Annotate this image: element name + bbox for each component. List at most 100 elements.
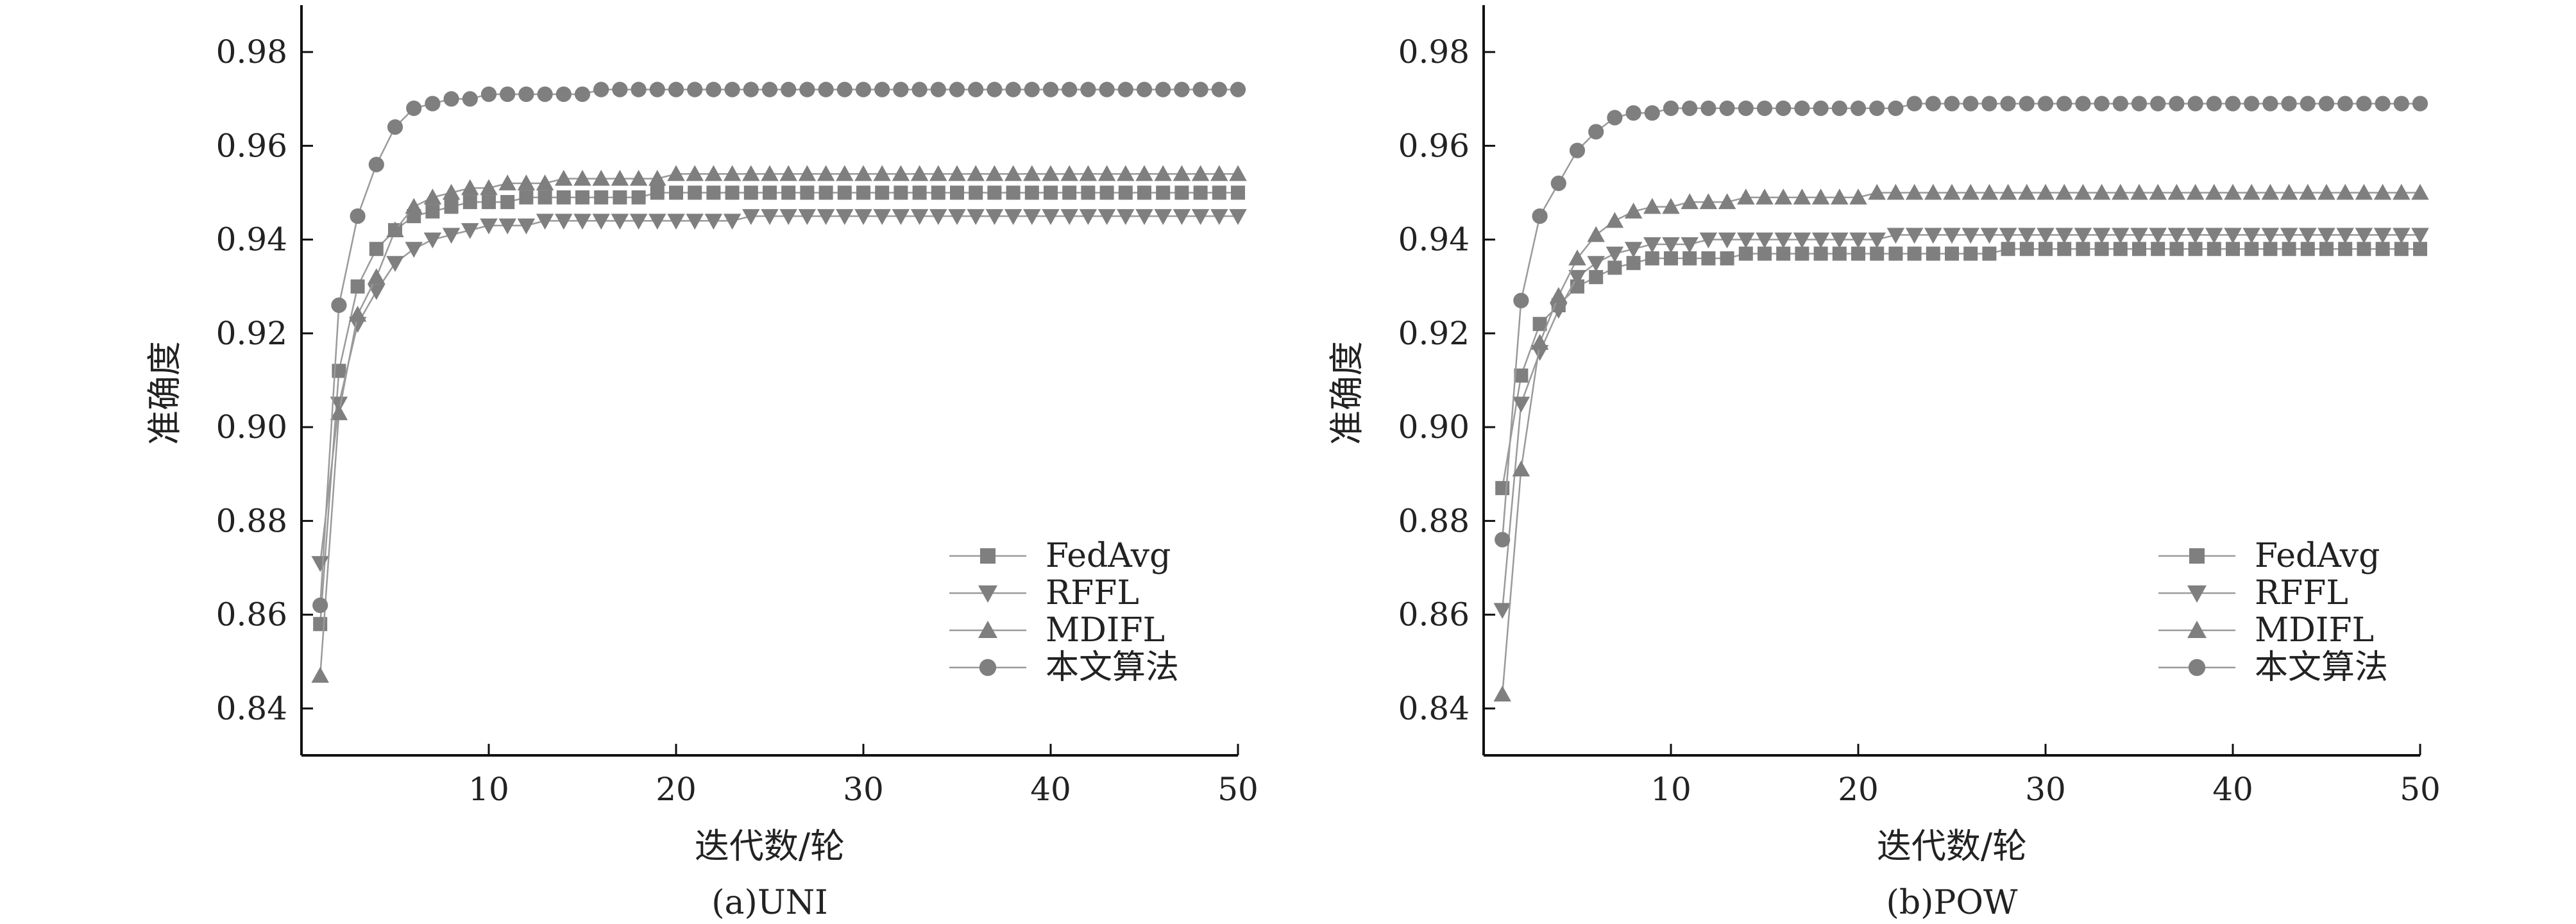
- data-point: [1907, 246, 1922, 261]
- data-point: [818, 185, 833, 200]
- data-point: [1945, 246, 1959, 261]
- data-point: [1851, 246, 1865, 261]
- data-point: [1664, 251, 1678, 265]
- x-tick-label: 20: [1838, 771, 1879, 808]
- data-point: [444, 199, 459, 214]
- data-point: [1099, 185, 1114, 200]
- data-point: [498, 218, 516, 235]
- data-point: [593, 81, 609, 97]
- data-point: [1737, 189, 1755, 205]
- data-point: [2151, 242, 2165, 256]
- data-point: [969, 185, 983, 200]
- data-point: [893, 81, 909, 97]
- legend-marker: [2187, 585, 2207, 603]
- data-point: [2261, 228, 2280, 244]
- data-point: [592, 169, 610, 186]
- data-point: [2336, 228, 2354, 244]
- legend-label: FedAvg: [1046, 537, 1171, 575]
- data-point: [873, 165, 891, 181]
- data-point: [2092, 228, 2111, 244]
- x-tick-label: 40: [2212, 771, 2253, 808]
- data-point: [313, 617, 328, 632]
- data-point: [1813, 100, 1829, 116]
- legend-label: RFFL: [1046, 574, 1139, 612]
- data-point: [949, 81, 965, 97]
- data-point: [1701, 251, 1716, 265]
- data-point: [386, 221, 404, 237]
- data-point: [2055, 183, 2073, 200]
- data-point: [575, 190, 589, 205]
- data-point: [1756, 189, 1774, 205]
- data-point: [2281, 96, 2297, 112]
- data-point: [1550, 175, 1566, 191]
- data-point: [1210, 209, 1228, 225]
- data-point: [1099, 81, 1115, 97]
- data-point: [1811, 189, 1830, 205]
- data-point: [1229, 165, 1247, 181]
- data-point: [517, 218, 536, 235]
- data-point: [2018, 183, 2036, 200]
- data-point: [836, 165, 854, 181]
- data-point: [837, 185, 852, 200]
- data-point: [761, 209, 779, 225]
- legend-marker: [978, 585, 997, 603]
- data-point: [1849, 189, 1867, 205]
- data-point: [2224, 96, 2241, 112]
- data-point: [1118, 185, 1133, 200]
- data-point: [1080, 81, 1096, 97]
- data-point: [1229, 209, 1247, 225]
- data-point: [1962, 228, 1979, 244]
- data-point: [331, 297, 347, 314]
- data-point: [817, 209, 835, 225]
- data-point: [2055, 228, 2073, 244]
- data-point: [1155, 81, 1171, 97]
- series-MDIFL: [311, 165, 1247, 683]
- data-point: [2412, 96, 2428, 112]
- data-point: [1081, 185, 1096, 200]
- data-point: [1004, 209, 1022, 225]
- legend-label: MDIFL: [1046, 611, 1165, 650]
- data-point: [629, 169, 648, 186]
- legend-label: 本文算法: [2255, 648, 2388, 687]
- data-point: [667, 165, 685, 181]
- data-point: [1963, 96, 1979, 112]
- data-point: [2318, 183, 2335, 200]
- y-tick-label: 0.94: [216, 221, 287, 258]
- data-point: [1775, 100, 1792, 116]
- data-point: [517, 174, 536, 190]
- data-point: [875, 185, 890, 200]
- data-point: [1513, 292, 1529, 308]
- data-point: [1681, 193, 1699, 210]
- data-point: [2261, 183, 2280, 200]
- data-point: [613, 190, 627, 205]
- data-point: [2113, 242, 2128, 256]
- series-line: [1501, 248, 2420, 489]
- data-point: [2356, 96, 2372, 112]
- data-point: [1718, 232, 1736, 249]
- data-point: [1905, 183, 1924, 200]
- data-point: [1174, 185, 1189, 200]
- data-point: [2167, 183, 2186, 200]
- series-FedAvg: [1495, 242, 2427, 496]
- data-point: [1718, 193, 1736, 210]
- data-point: [892, 165, 910, 181]
- data-point: [743, 185, 758, 200]
- data-point: [1532, 317, 1547, 332]
- data-point: [2280, 228, 2298, 244]
- data-point: [1756, 100, 1773, 116]
- data-point: [462, 91, 478, 107]
- data-point: [948, 209, 966, 225]
- data-point: [1870, 246, 1885, 261]
- data-point: [1062, 185, 1077, 200]
- data-point: [1963, 246, 1978, 261]
- data-point: [423, 189, 442, 205]
- data-point: [1042, 81, 1059, 97]
- data-point: [1868, 183, 1886, 200]
- y-tick-label: 0.90: [1398, 408, 1470, 446]
- legend-marker: [980, 548, 996, 564]
- data-point: [442, 228, 461, 244]
- data-point: [611, 214, 629, 230]
- data-point: [2224, 228, 2242, 244]
- data-point: [555, 169, 573, 186]
